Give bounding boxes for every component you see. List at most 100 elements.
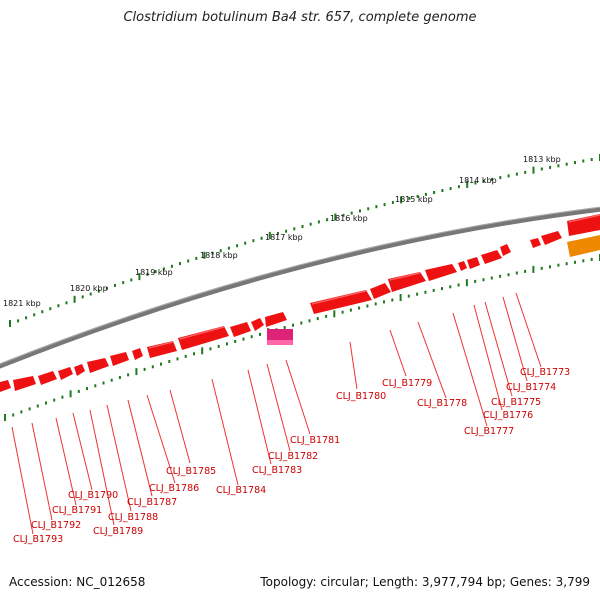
gene-arrow[interactable] — [481, 250, 502, 264]
genome-title: Clostridium botulinum Ba4 str. 657, comp… — [123, 10, 477, 25]
minor-tick — [367, 207, 370, 211]
gene-label[interactable]: CLJ_B1782 — [268, 451, 318, 462]
minor-tick — [507, 273, 510, 277]
minor-tick — [408, 196, 411, 200]
minor-tick — [457, 283, 460, 287]
minor-tick — [432, 288, 435, 292]
minor-tick — [349, 308, 352, 312]
minor-tick — [65, 301, 68, 305]
minor-tick — [176, 357, 179, 361]
gene-label[interactable]: CLJ_B1787 — [127, 497, 177, 508]
misc-feature[interactable] — [567, 235, 600, 257]
minor-tick — [524, 170, 527, 174]
gene-arrow[interactable] — [38, 371, 57, 385]
major-tick — [4, 414, 6, 421]
gene-arrow[interactable] — [265, 312, 287, 327]
gene-arrow[interactable] — [132, 348, 143, 360]
gene-label[interactable]: CLJ_B1776 — [483, 410, 533, 421]
minor-tick — [557, 263, 560, 267]
major-tick — [9, 320, 11, 327]
gene-label[interactable]: CLJ_B1777 — [464, 426, 514, 437]
minor-tick — [590, 158, 593, 161]
gene-label[interactable]: CLJ_B1778 — [417, 398, 467, 409]
minor-tick — [507, 174, 510, 178]
gene-label[interactable]: CLJ_B1792 — [31, 520, 81, 531]
gene-label[interactable]: CLJ_B1790 — [68, 490, 118, 501]
minor-tick — [574, 260, 576, 264]
minor-tick — [341, 310, 344, 314]
gene-arrow[interactable] — [370, 283, 391, 299]
minor-tick — [143, 367, 146, 371]
minor-tick — [86, 387, 88, 391]
gene-arrow[interactable] — [458, 261, 467, 271]
gene-label[interactable]: CLJ_B1788 — [108, 512, 158, 523]
gene-label[interactable]: CLJ_B1786 — [149, 483, 199, 494]
gene-label[interactable]: CLJ_B1779 — [382, 378, 432, 389]
gene-arrow[interactable] — [251, 318, 264, 331]
gene-arrow[interactable] — [567, 214, 600, 236]
minor-tick — [49, 307, 52, 311]
gene-label[interactable]: CLJ_B1775 — [491, 397, 541, 408]
major-tick — [334, 213, 337, 221]
minor-tick — [61, 395, 64, 399]
minor-tick — [308, 319, 311, 323]
minor-tick — [326, 218, 329, 222]
gene-arrow[interactable] — [87, 358, 109, 373]
gene-arrow[interactable] — [467, 257, 480, 269]
scale-label: 1815 kbp — [395, 195, 433, 204]
gene-label[interactable]: CLJ_B1784 — [216, 485, 266, 496]
gene-arrow[interactable] — [310, 290, 372, 314]
minor-tick — [358, 306, 361, 310]
gene-arrow[interactable] — [500, 244, 511, 256]
gene-arrow[interactable] — [230, 322, 251, 337]
minor-tick — [184, 354, 187, 358]
gene-arrow[interactable] — [530, 238, 541, 248]
minor-tick — [515, 172, 518, 176]
gene-arrow[interactable] — [110, 352, 129, 366]
gene-label[interactable]: CLJ_B1781 — [290, 435, 340, 446]
gene-label[interactable]: CLJ_B1773 — [520, 367, 570, 378]
minor-tick — [193, 352, 195, 356]
major-tick — [268, 231, 271, 239]
scale-label: 1820 kbp — [70, 284, 108, 293]
gene-label[interactable]: CLJ_B1780 — [336, 391, 386, 402]
gene-label[interactable]: CLJ_B1783 — [252, 465, 302, 476]
gene-arrow[interactable] — [58, 367, 73, 380]
minor-tick — [252, 239, 255, 243]
gene-label[interactable]: CLJ_B1793 — [13, 534, 63, 545]
minor-tick — [549, 165, 552, 169]
minor-tick — [300, 321, 303, 325]
minor-tick — [77, 389, 80, 393]
minor-tick — [242, 337, 245, 341]
minor-tick — [234, 340, 237, 343]
scale-label: 1816 kbp — [330, 214, 368, 223]
gene-arrow[interactable] — [147, 341, 177, 358]
gene-label[interactable]: CLJ_B1774 — [506, 382, 556, 393]
major-tick — [138, 273, 141, 281]
gene-arrow[interactable] — [74, 364, 85, 376]
gene-label[interactable]: CLJ_B1785 — [166, 466, 216, 477]
major-tick — [532, 265, 535, 273]
gene-arrow[interactable] — [425, 264, 457, 281]
minor-tick — [325, 314, 328, 318]
gene-label[interactable]: CLJ_B1789 — [93, 526, 143, 537]
minor-tick — [250, 335, 253, 339]
major-tick — [73, 295, 76, 303]
minor-tick — [127, 373, 130, 377]
gene-label[interactable]: CLJ_B1791 — [52, 505, 102, 516]
minor-tick — [433, 191, 436, 194]
minor-tick — [441, 287, 443, 291]
minor-tick — [36, 404, 39, 408]
minor-tick — [285, 229, 288, 233]
scale-label: 1817 kbp — [265, 233, 303, 242]
minor-tick — [383, 300, 385, 304]
gene-arrow[interactable] — [0, 380, 11, 392]
gene-arrow[interactable] — [13, 376, 36, 391]
minor-tick — [195, 256, 198, 260]
minor-tick — [424, 290, 427, 294]
gene-arrow[interactable] — [178, 326, 229, 350]
gene-arrow[interactable] — [541, 231, 562, 245]
minor-tick — [383, 203, 386, 207]
gene-arrow[interactable] — [388, 272, 426, 292]
minor-tick — [283, 326, 286, 329]
